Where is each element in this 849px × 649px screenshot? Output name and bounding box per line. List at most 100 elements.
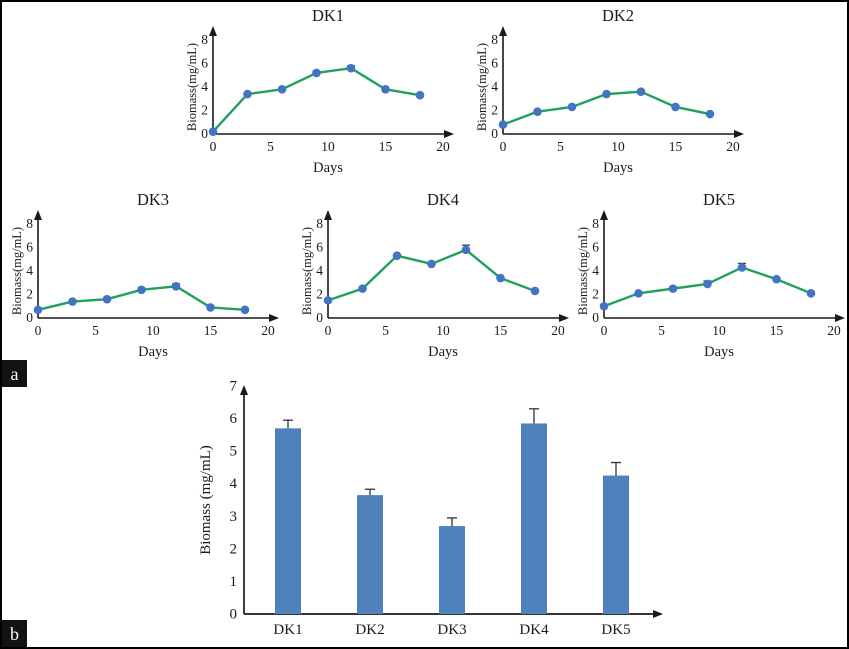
y-tick-label: 4: [201, 79, 208, 94]
x-tick-label: 10: [611, 139, 625, 154]
data-point: [312, 68, 321, 78]
data-point: [496, 273, 505, 283]
x-category-label: DK4: [519, 622, 549, 638]
data-point: [415, 90, 425, 100]
x-tick-label: 10: [321, 139, 335, 154]
bar: [275, 428, 301, 614]
data-point: [533, 107, 542, 116]
data-point: [634, 289, 643, 298]
x-tick-label: 0: [210, 139, 217, 154]
x-axis-label: Days: [603, 160, 633, 176]
y-tick-label: 8: [201, 32, 208, 47]
bar: [603, 475, 629, 614]
bar: [521, 423, 547, 614]
x-tick-label: 15: [770, 323, 784, 338]
x-axis-label: Days: [138, 344, 168, 360]
x-tick-label: 5: [557, 139, 564, 154]
y-tick-label: 2: [491, 103, 498, 118]
data-point: [461, 245, 471, 255]
data-point: [68, 297, 77, 306]
data-point: [346, 63, 356, 73]
data-point: [381, 85, 390, 94]
y-tick-label: 5: [230, 444, 238, 460]
data-point: [206, 303, 215, 312]
data-point: [277, 85, 287, 94]
y-tick-label: 4: [592, 263, 599, 278]
x-tick-label: 0: [325, 323, 332, 338]
y-tick-label: 6: [26, 240, 33, 255]
x-tick-label: 0: [500, 139, 507, 154]
x-tick-label: 15: [669, 139, 683, 154]
data-point: [806, 289, 816, 298]
y-tick-label: 4: [26, 263, 33, 278]
x-tick-label: 5: [382, 323, 389, 338]
y-tick-label: 2: [316, 287, 323, 302]
data-point: [358, 284, 367, 293]
data-point: [171, 281, 181, 291]
x-tick-label: 5: [267, 139, 274, 154]
bar: [439, 526, 465, 614]
x-category-label: DK1: [273, 622, 302, 638]
y-tick-label: 3: [230, 509, 238, 525]
data-point: [102, 294, 112, 304]
x-axis-arrow-icon: [653, 610, 663, 618]
y-axis-label: Biomass(mg/mL): [576, 227, 590, 315]
y-tick-label: 6: [316, 240, 323, 255]
y-tick-label: 6: [201, 56, 208, 71]
data-point: [567, 102, 577, 112]
y-axis-label: Biomass(mg/mL): [475, 43, 489, 131]
x-axis-label: Days: [704, 344, 734, 360]
bar-chart-biomass: Biomass (mg/mL) 0 1 2 3 4 5 6 7 DK1 DK2 DK3 DK4 DK5: [198, 379, 663, 638]
y-tick-label: 0: [230, 607, 238, 623]
y-tick-label: 8: [26, 216, 33, 231]
x-axis-arrow-icon: [835, 314, 845, 322]
x-tick-label: 20: [726, 139, 740, 154]
x-tick-label: 10: [146, 323, 160, 338]
y-axis-arrow-icon: [324, 210, 332, 220]
panel-a-label: a: [2, 360, 27, 387]
y-axis-label: Biomass (mg/mL): [198, 445, 214, 555]
y-tick-label: 4: [230, 476, 238, 492]
x-axis-arrow-icon: [559, 314, 569, 322]
data-point: [737, 263, 747, 272]
line-series: [212, 66, 421, 133]
y-tick-label: 0: [592, 310, 599, 325]
data-point: [671, 102, 680, 112]
x-category-label: DK5: [601, 622, 630, 638]
x-tick-label: 0: [601, 323, 608, 338]
x-tick-label: 10: [436, 323, 450, 338]
data-point: [602, 89, 611, 99]
y-tick-label: 0: [491, 126, 498, 141]
data-point: [705, 109, 715, 119]
y-axis-arrow-icon: [499, 26, 507, 36]
panel-b-label: b: [2, 620, 27, 647]
data-point: [392, 251, 402, 261]
y-tick-label: 8: [592, 216, 599, 231]
y-tick-label: 1: [230, 574, 238, 590]
data-point: [772, 274, 781, 284]
y-tick-label: 6: [491, 56, 498, 71]
y-tick-label: 2: [230, 541, 238, 557]
chart-title: DK3: [137, 190, 169, 209]
x-axis-arrow-icon: [734, 130, 744, 138]
y-axis-arrow-icon: [240, 385, 248, 395]
x-tick-label: 5: [92, 323, 99, 338]
y-tick-label: 4: [491, 79, 498, 94]
x-category-label: DK2: [355, 622, 384, 638]
y-tick-label: 0: [26, 310, 33, 325]
data-point: [703, 279, 712, 289]
x-tick-label: 5: [658, 323, 665, 338]
y-axis-arrow-icon: [600, 210, 608, 220]
data-point: [599, 301, 609, 311]
y-tick-label: 2: [26, 287, 33, 302]
x-tick-label: 15: [494, 323, 508, 338]
y-tick-label: 6: [230, 411, 238, 427]
line-series: [327, 248, 536, 302]
bar: [357, 495, 383, 614]
data-point: [668, 284, 678, 293]
data-point: [530, 286, 540, 296]
x-tick-label: 20: [551, 323, 565, 338]
